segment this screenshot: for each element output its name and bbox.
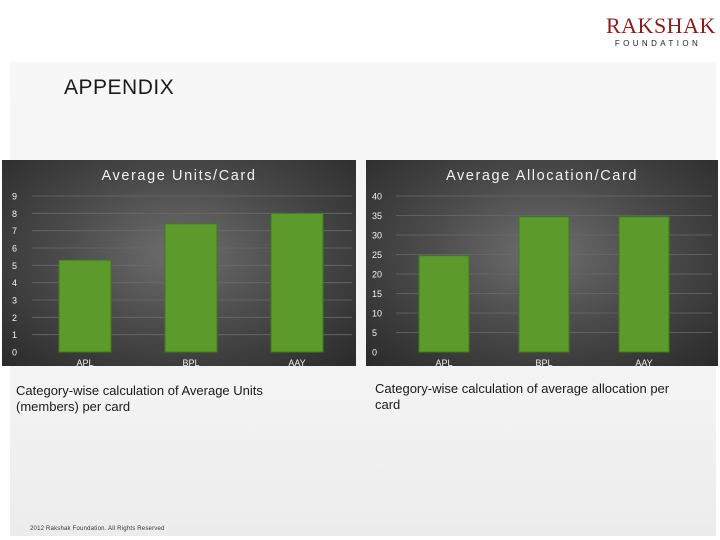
allocation-chart-caption: Category-wise calculation of average all… (375, 381, 670, 412)
footer-copyright: 2012 Rakshak Foundation. All Rights Rese… (30, 526, 165, 532)
bar-aay (618, 216, 670, 353)
y-tick-label: 0 (12, 348, 17, 358)
y-tick-label: 2 (12, 313, 17, 323)
y-tick-label: 5 (372, 328, 377, 338)
y-tick-label: 7 (12, 226, 17, 236)
bar-apl (58, 259, 112, 353)
y-tick-label: 3 (12, 296, 17, 306)
x-tick-label: BPL (182, 358, 199, 366)
chart-title: Average Allocation/Card (445, 168, 639, 184)
x-tick-label: APL (435, 358, 452, 366)
chart-plot: 0 5 10 15 20 25 30 35 40 APL BPL AAY (372, 192, 712, 366)
bar-bpl (518, 216, 570, 353)
bar-apl (418, 255, 470, 353)
logo-name: RAKSHAK (606, 13, 716, 38)
y-tick-label: 1 (12, 330, 17, 340)
y-tick-label: 6 (12, 244, 17, 254)
y-tick-label: 40 (372, 192, 382, 202)
y-tick-label: 10 (372, 309, 382, 319)
y-tick-label: 20 (372, 270, 382, 280)
bar-aay (270, 212, 324, 353)
y-tick-label: 35 (372, 211, 382, 221)
y-tick-label: 30 (372, 231, 382, 241)
y-tick-label: 25 (372, 250, 382, 260)
units-per-card-chart: 0 1 2 3 4 5 6 7 8 9 APL BPL AAY Average Units/Card (2, 160, 356, 366)
x-tick-label: BPL (535, 358, 552, 366)
y-tick-label: 15 (372, 289, 382, 299)
y-tick-label: 4 (12, 278, 17, 288)
allocation-per-card-chart: 0 5 10 15 20 25 30 35 40 APL BPL AAY Average Alloca… (366, 160, 718, 366)
logo-subtitle: FOUNDATION (614, 39, 702, 48)
y-tick-label: 0 (372, 348, 377, 358)
page-title: APPENDIX (64, 76, 175, 99)
bar-bpl (164, 223, 218, 353)
units-chart-caption: Category-wise calculation of Average Uni… (16, 383, 263, 414)
y-tick-label: 8 (12, 209, 17, 219)
chart-plot: 0 1 2 3 4 5 6 7 8 9 APL BPL AAY (12, 192, 352, 366)
y-tick-label: 9 (12, 192, 17, 202)
x-tick-label: AAY (635, 358, 652, 366)
x-tick-label: AAY (288, 358, 305, 366)
chart-title: Average Units/Card (101, 168, 257, 184)
rakshak-logo: RAKSHAK FOUNDATION (606, 13, 716, 50)
y-tick-label: 5 (12, 261, 17, 271)
x-tick-label: APL (76, 358, 93, 366)
